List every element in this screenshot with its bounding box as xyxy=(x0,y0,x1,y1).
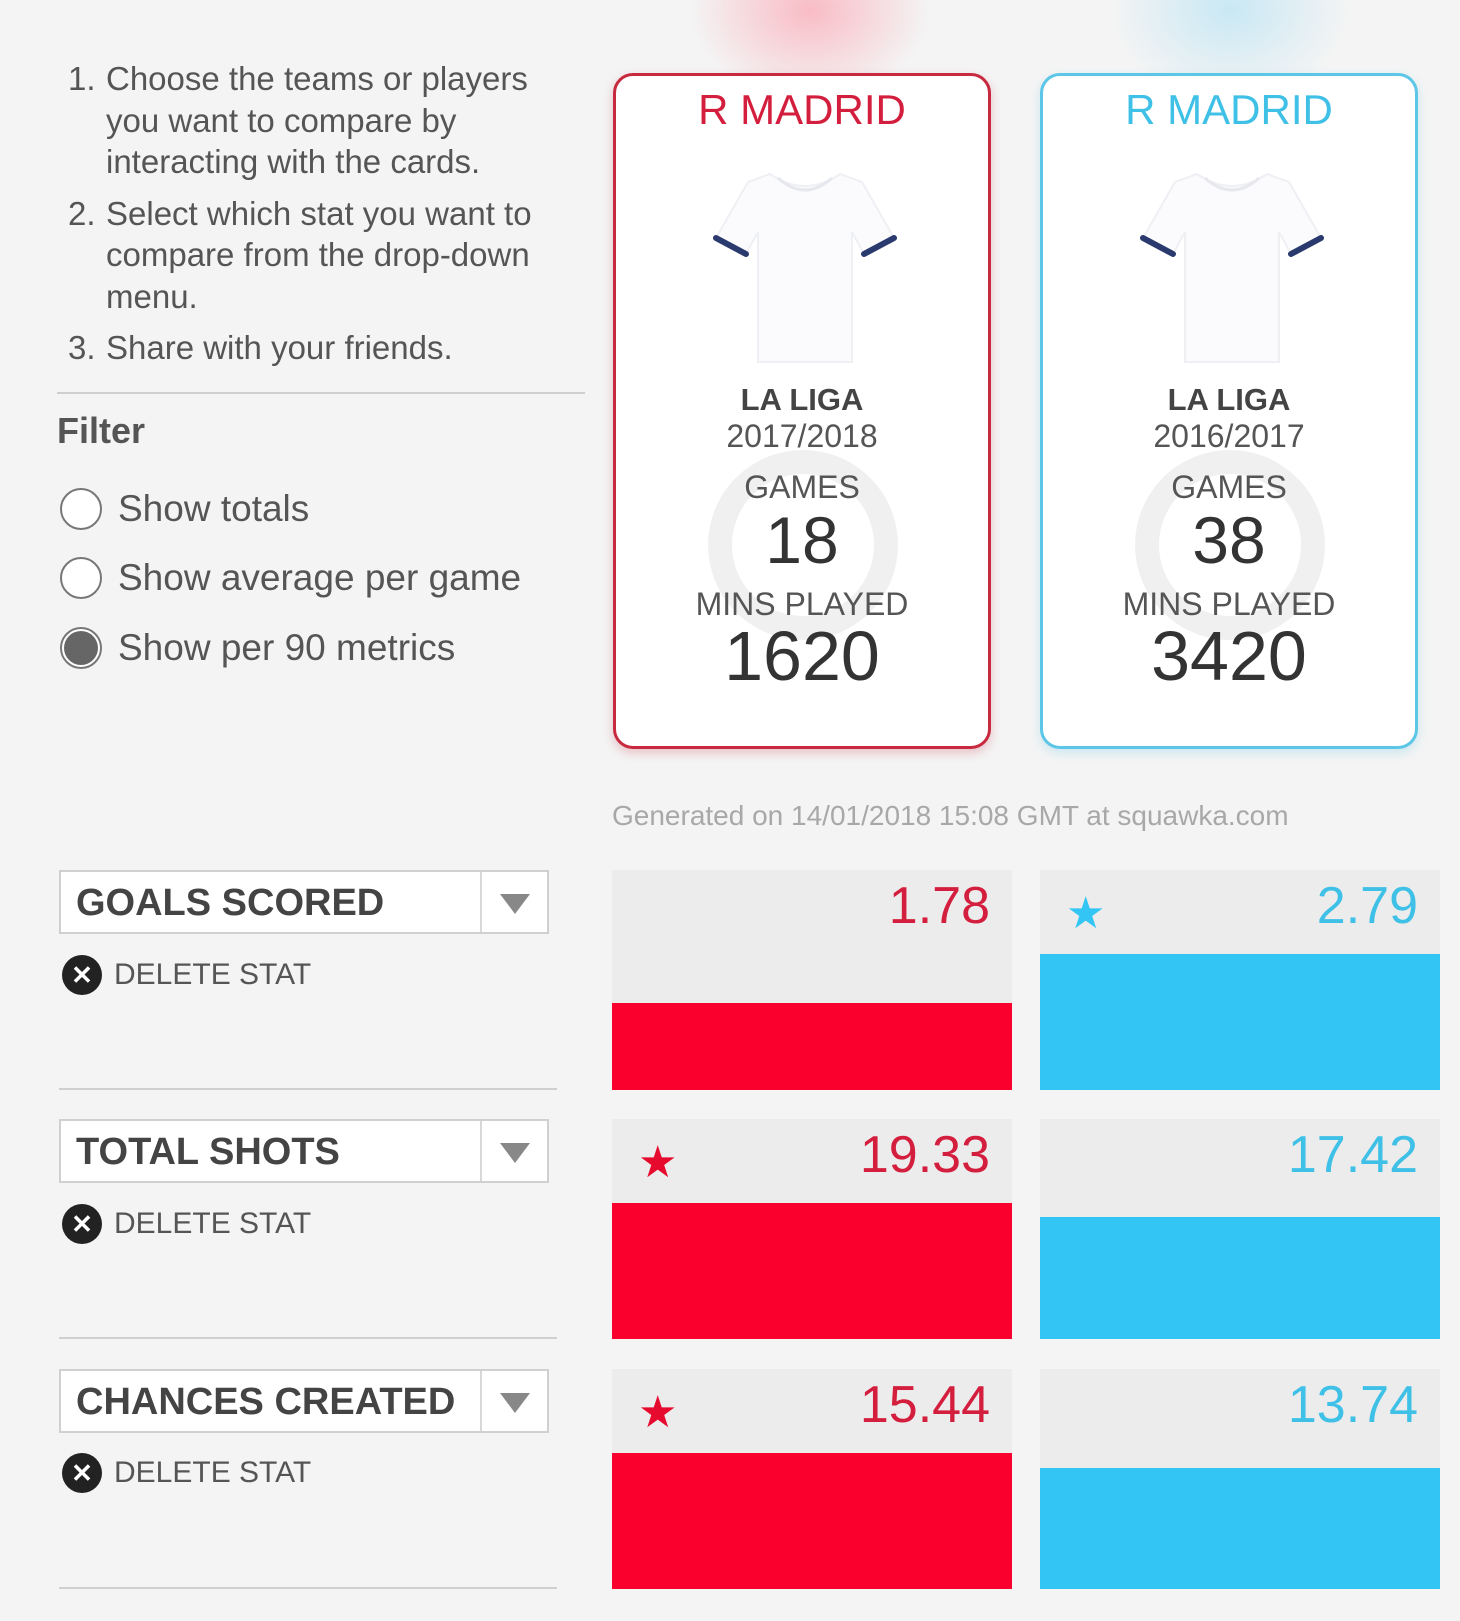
close-circle-icon: ✕ xyxy=(62,955,102,995)
stat-panel-left-goals: 1.78 xyxy=(612,870,1012,1090)
instruction-number: 3. xyxy=(68,329,96,366)
stat-panel-right-goals: ★ 2.79 xyxy=(1040,870,1440,1090)
stat-panel-right-shots: 17.42 xyxy=(1040,1119,1440,1339)
filter-option-per90[interactable]: Show per 90 metrics xyxy=(60,627,455,669)
radio-button[interactable] xyxy=(60,488,102,530)
stat-select-chances[interactable]: CHANCES CREATED xyxy=(59,1369,549,1433)
instruction-item: 3. Share with your friends. xyxy=(68,327,588,369)
radio-label: Show average per game xyxy=(118,557,522,598)
stat-bar xyxy=(612,1203,1012,1339)
stat-select-goals[interactable]: GOALS SCORED xyxy=(59,870,549,934)
delete-stat-label: DELETE STAT xyxy=(114,1456,312,1489)
generated-note: Generated on 14/01/2018 15:08 GMT at squ… xyxy=(612,800,1289,831)
stat-value: 1.78 xyxy=(888,877,990,935)
divider xyxy=(57,392,585,394)
instruction-item: 1. Choose the teams or players you want t… xyxy=(68,58,588,183)
dropdown-toggle[interactable] xyxy=(480,872,547,932)
games-value: 18 xyxy=(765,503,839,577)
divider xyxy=(59,1088,557,1090)
mins-played-label: MINS PLAYED xyxy=(695,586,909,622)
delete-stat-button[interactable]: ✕ DELETE STAT xyxy=(62,1204,311,1244)
divider xyxy=(59,1587,557,1589)
stat-select-label: TOTAL SHOTS xyxy=(76,1131,340,1173)
star-icon: ★ xyxy=(638,1138,678,1187)
stat-value: 2.79 xyxy=(1316,877,1418,935)
filter-option-totals[interactable]: Show totals xyxy=(60,488,309,530)
league-name: LA LIGA xyxy=(1167,382,1291,417)
filter-option-average[interactable]: Show average per game xyxy=(60,557,521,599)
star-icon: ★ xyxy=(638,1388,678,1437)
shirt-icon xyxy=(1140,172,1324,363)
mins-played-value: 1620 xyxy=(724,617,880,695)
delete-stat-label: DELETE STAT xyxy=(114,1207,312,1240)
instruction-text: Choose the teams or players you want to … xyxy=(106,60,528,180)
team-card-right[interactable]: R MADRID LA LIGA 2016/2017 GAMES 38 MINS… xyxy=(1040,73,1418,749)
shirt-icon xyxy=(713,172,897,363)
close-circle-icon: ✕ xyxy=(62,1453,102,1493)
radio-label: Show totals xyxy=(118,488,310,529)
filter-title: Filter xyxy=(57,410,146,451)
league-name: LA LIGA xyxy=(740,382,864,417)
instruction-number: 1. xyxy=(68,60,96,97)
delete-stat-label: DELETE STAT xyxy=(114,958,312,991)
chevron-down-icon xyxy=(500,1393,530,1413)
delete-stat-button[interactable]: ✕ DELETE STAT xyxy=(62,955,311,995)
instructions-list: 1. Choose the teams or players you want t… xyxy=(68,58,588,379)
radio-label: Show per 90 metrics xyxy=(118,627,456,668)
games-value: 38 xyxy=(1192,503,1266,577)
stat-value: 13.74 xyxy=(1287,1376,1418,1434)
stat-panel-left-chances: ★ 15.44 xyxy=(612,1369,1012,1589)
games-label: GAMES xyxy=(744,469,860,505)
mins-played-label: MINS PLAYED xyxy=(1122,586,1336,622)
team-card-left[interactable]: R MADRID LA LIGA 2017/2018 GAMES 18 MINS… xyxy=(613,73,991,749)
dropdown-toggle[interactable] xyxy=(480,1371,547,1431)
stat-value: 15.44 xyxy=(859,1376,990,1434)
star-icon: ★ xyxy=(1066,889,1106,938)
divider xyxy=(59,1337,557,1339)
stat-select-label: CHANCES CREATED xyxy=(76,1381,456,1423)
chevron-down-icon xyxy=(500,894,530,914)
season: 2016/2017 xyxy=(1153,418,1305,454)
delete-stat-button[interactable]: ✕ DELETE STAT xyxy=(62,1453,311,1493)
instruction-number: 2. xyxy=(68,194,96,232)
stat-bar xyxy=(612,1453,1012,1589)
instruction-item: 2. Select which stat you want to compare … xyxy=(68,193,588,318)
instruction-text: Share with your friends. xyxy=(106,329,453,366)
team-name: R MADRID xyxy=(1125,86,1333,133)
stat-panel-left-shots: ★ 19.33 xyxy=(612,1119,1012,1339)
chevron-down-icon xyxy=(500,1143,530,1163)
stat-bar xyxy=(1040,1217,1440,1339)
stat-bar xyxy=(1040,954,1440,1090)
stat-value: 19.33 xyxy=(859,1126,990,1184)
radio-button[interactable] xyxy=(60,557,102,599)
dropdown-toggle[interactable] xyxy=(480,1121,547,1181)
close-circle-icon: ✕ xyxy=(62,1204,102,1244)
season: 2017/2018 xyxy=(726,418,878,454)
stat-panel-right-chances: 13.74 xyxy=(1040,1369,1440,1589)
stat-bar xyxy=(1040,1468,1440,1589)
stat-select-label: GOALS SCORED xyxy=(76,882,385,924)
mins-played-value: 3420 xyxy=(1151,617,1307,695)
team-name: R MADRID xyxy=(698,86,906,133)
instruction-text: Select which stat you want to compare fr… xyxy=(106,194,532,315)
radio-button-selected[interactable] xyxy=(60,627,102,669)
stat-value: 17.42 xyxy=(1287,1126,1418,1184)
games-label: GAMES xyxy=(1171,469,1287,505)
stat-bar xyxy=(612,1003,1012,1090)
stat-select-shots[interactable]: TOTAL SHOTS xyxy=(59,1119,549,1183)
